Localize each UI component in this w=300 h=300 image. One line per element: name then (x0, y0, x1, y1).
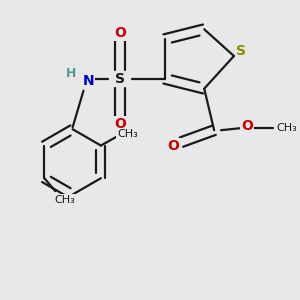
Text: O: O (241, 119, 253, 133)
Text: N: N (82, 74, 94, 88)
Text: S: S (115, 72, 125, 86)
Text: O: O (114, 26, 126, 40)
Text: CH₃: CH₃ (276, 123, 297, 133)
Text: CH₃: CH₃ (117, 129, 138, 139)
Text: CH₃: CH₃ (55, 195, 76, 205)
Text: H: H (65, 67, 76, 80)
Text: O: O (168, 139, 179, 153)
Text: O: O (114, 117, 126, 131)
Text: S: S (236, 44, 246, 58)
